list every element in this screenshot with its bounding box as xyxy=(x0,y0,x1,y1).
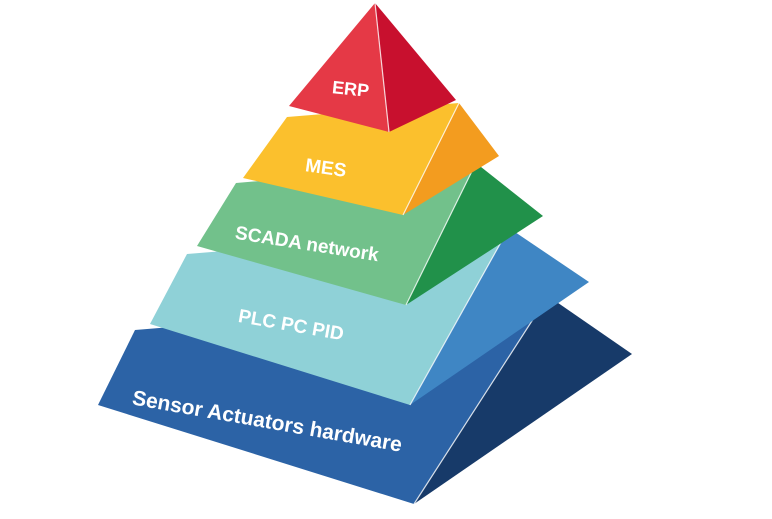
layer-scada-edge xyxy=(405,162,477,306)
layer-scada-right-face xyxy=(406,163,543,305)
layer-mes-front-face xyxy=(243,103,459,215)
layer-sensor-right-face xyxy=(414,296,632,504)
layer-mes-right-face xyxy=(403,103,499,215)
layer-erp-front-face xyxy=(289,3,389,132)
layer-plc-right-face xyxy=(410,228,589,405)
layer-erp: ERP xyxy=(289,2,456,133)
layer-mes-edge xyxy=(402,102,460,216)
layer-plc-edge xyxy=(409,227,510,406)
layer-erp-edge xyxy=(374,2,390,133)
layer-sensor-edge xyxy=(413,295,549,505)
layer-mes: MES xyxy=(243,102,499,216)
layer-erp-right-face xyxy=(375,3,456,132)
layer-erp-label: ERP xyxy=(331,77,370,101)
